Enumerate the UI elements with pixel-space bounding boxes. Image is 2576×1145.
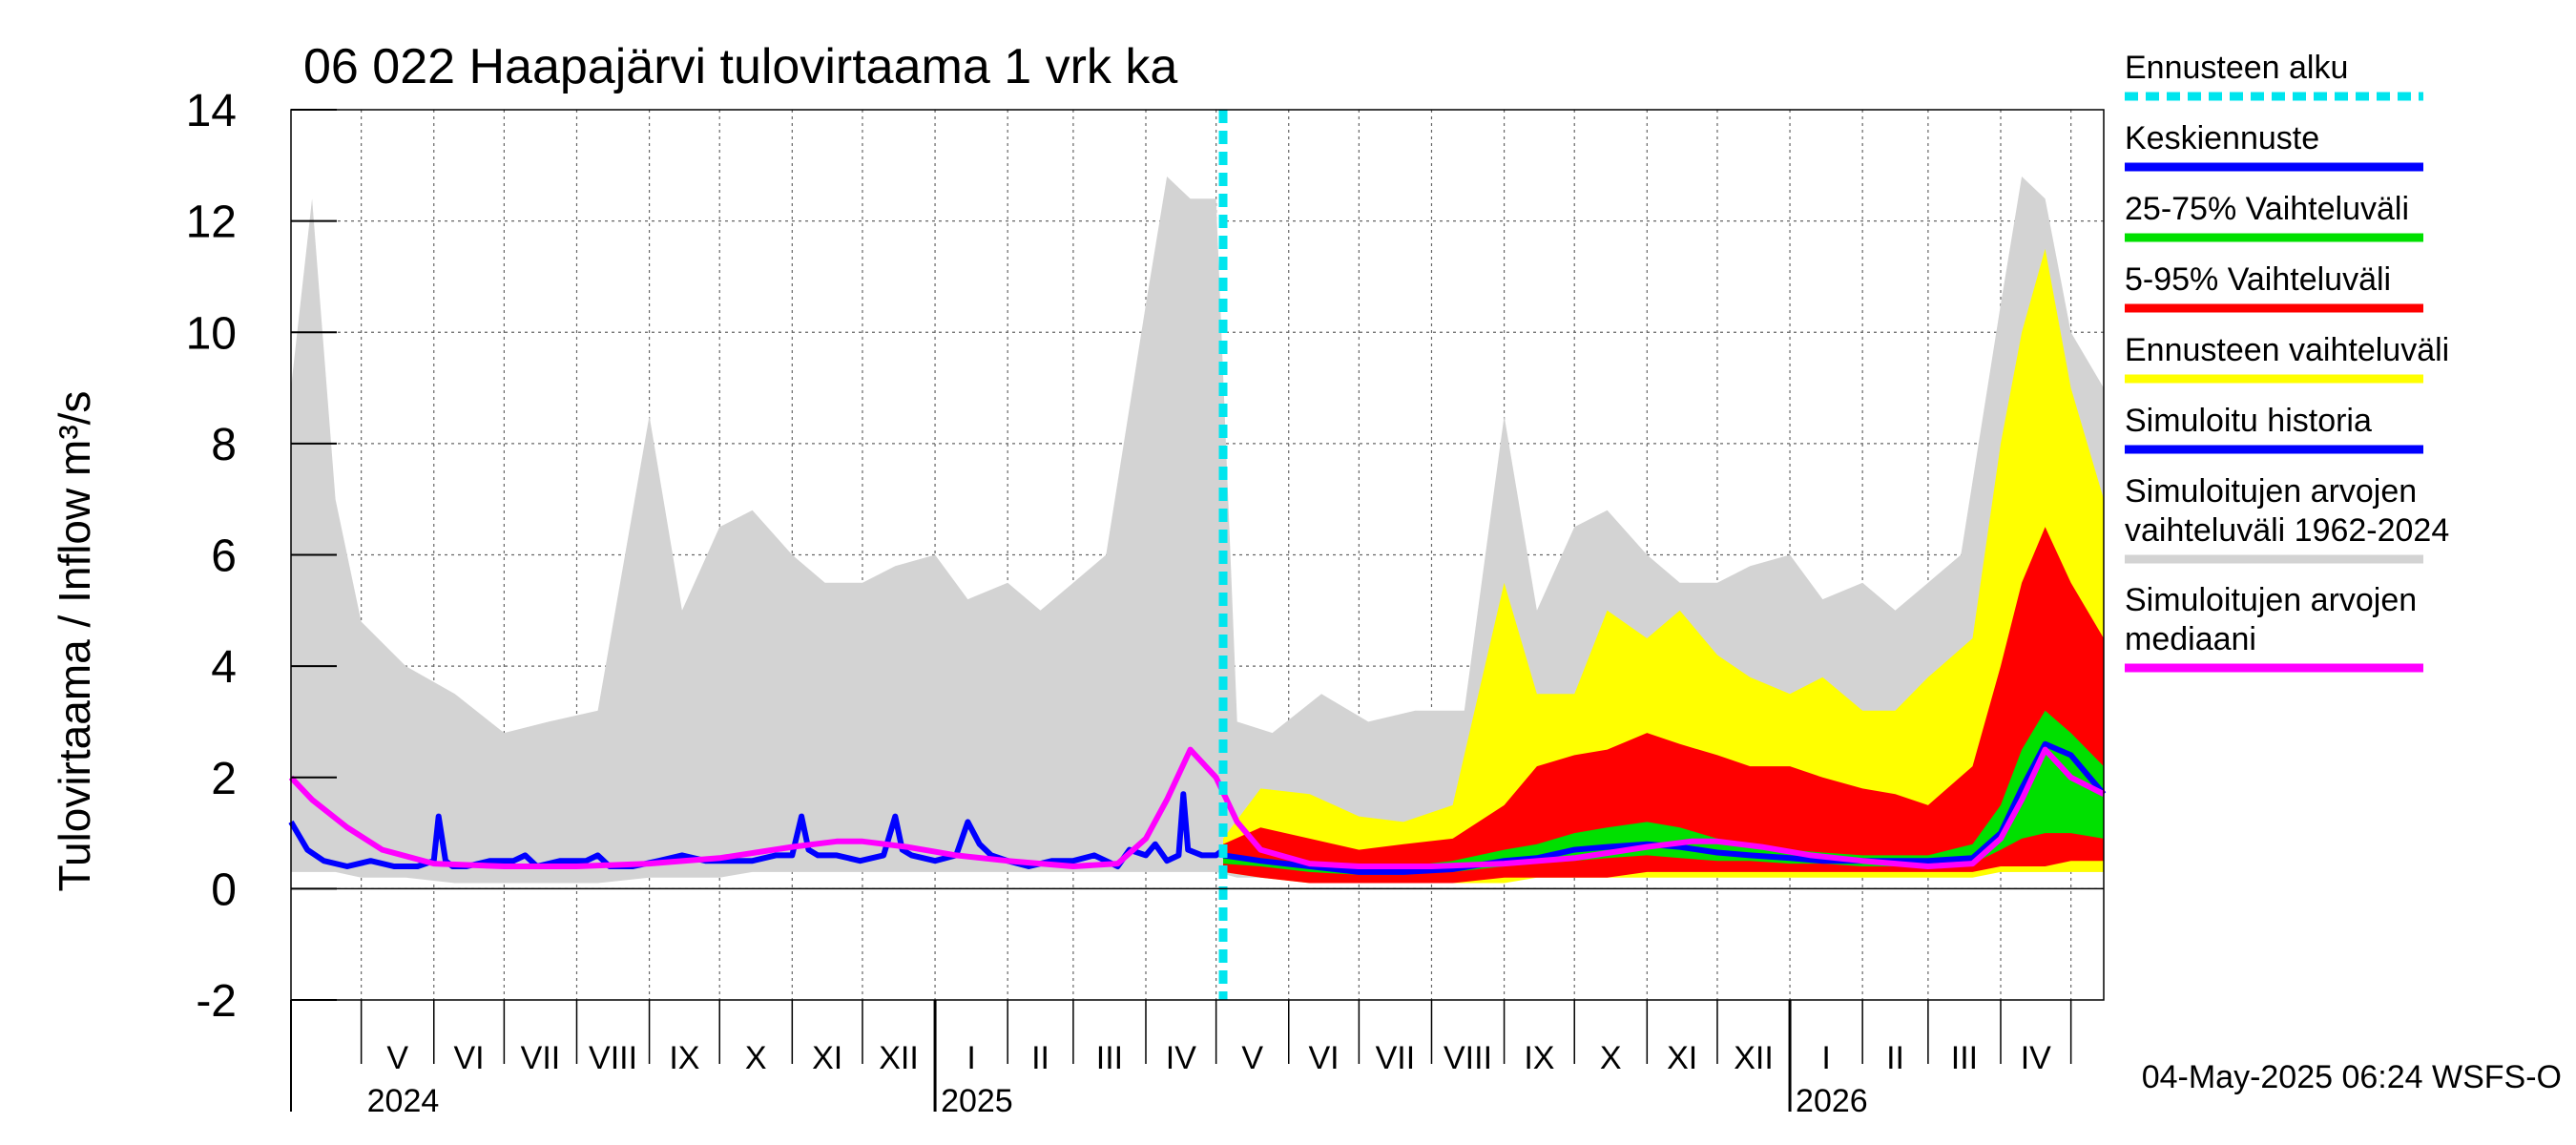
month-label: VI [1308,1040,1339,1076]
legend-label: Keskiennuste [2125,120,2319,156]
legend-label: Ennusteen vaihteluväli [2125,332,2449,368]
month-label: VIII [1444,1040,1492,1076]
month-label: V [1241,1040,1263,1076]
y-tick-label: 14 [186,86,237,136]
footer-timestamp: 04-May-2025 06:24 WSFS-O [2142,1059,2562,1095]
y-tick-label: 12 [186,198,237,248]
legend-label-line2: mediaani [2125,621,2256,657]
legend-label-line2: vaihteluväli 1962-2024 [2125,512,2449,549]
month-label: XII [879,1040,919,1076]
month-label: IX [1524,1040,1554,1076]
month-label: X [1600,1040,1622,1076]
month-label: XI [812,1040,842,1076]
band-5-95-vaihteluv-li [1223,527,2104,884]
y-tick-label: 8 [211,420,237,470]
month-label: VII [521,1040,561,1076]
month-label: III [1096,1040,1123,1076]
bands [291,177,2104,884]
month-label: XI [1667,1040,1697,1076]
y-tick-label: 0 [211,864,237,915]
month-label: III [1951,1040,1978,1076]
line-simuloitujen-arvojen-mediaani [288,746,2106,869]
month-label: X [745,1040,767,1076]
year-label: 2026 [1796,1083,1868,1119]
month-label: IV [2021,1040,2051,1076]
y-tick-label: 2 [211,754,237,804]
legend: Ennusteen alku Keskiennuste 25-75% Vaihtel… [2125,50,2449,673]
lines [288,110,2107,1000]
month-label: II [1886,1040,1904,1076]
y-tick-label: -2 [196,976,237,1027]
legend-label: Simuloitu historia [2125,403,2372,439]
legend-label: 25-75% Vaihteluväli [2125,191,2409,227]
month-label: IV [1166,1040,1196,1076]
y-axis-label: Tulovirtaama / Inflow m³/s [50,391,99,892]
month-label: VII [1376,1040,1416,1076]
chart-title: 06 022 Haapajärvi tulovirtaama 1 vrk ka [303,39,1177,94]
legend-label: Simuloitujen arvojen [2125,473,2417,510]
month-label: V [386,1040,408,1076]
band-25-75-vaihteluv-li [1223,710,2104,875]
month-label: VI [454,1040,485,1076]
year-label: 2024 [367,1083,440,1119]
legend-label: 5-95% Vaihteluväli [2125,261,2391,298]
band-ennusteen-vaihteluv-li [1223,248,2104,884]
month-label: XII [1734,1040,1774,1076]
month-label: I [966,1040,975,1076]
legend-label: Simuloitujen arvojen [2125,582,2417,618]
year-label: 2025 [941,1083,1013,1119]
y-tick-label: 10 [186,308,237,359]
y-tick-label: 4 [211,642,237,693]
y-tick-label: 6 [211,531,237,582]
month-label: I [1821,1040,1830,1076]
month-label: IX [669,1040,699,1076]
month-label: II [1031,1040,1049,1076]
legend-label: Ennusteen alku [2125,50,2348,86]
month-label: VIII [589,1040,637,1076]
